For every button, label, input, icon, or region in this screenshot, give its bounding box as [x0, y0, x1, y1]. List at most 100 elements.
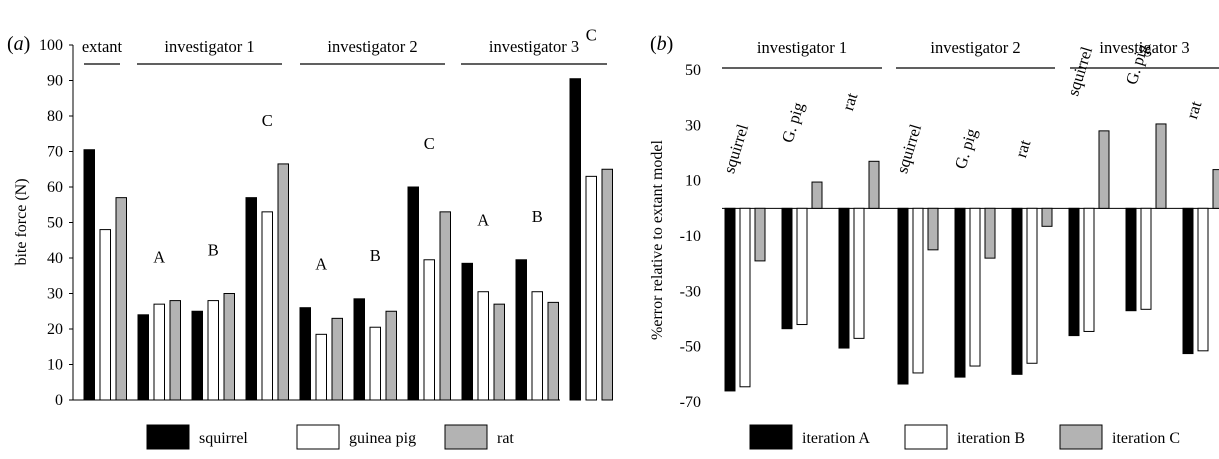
panel-b-bar-7-s3 [1098, 130, 1110, 209]
panel-a-bar-2-s3 [169, 300, 181, 401]
panel-a-bar-5-s2 [315, 333, 327, 401]
panel-a-bar-9-s2 [531, 291, 543, 401]
panel-a-cluster-label: A [315, 255, 327, 274]
panel-b-bar-9-s2 [1197, 207, 1209, 352]
panel-a-bar-7-s3 [439, 211, 451, 401]
panel-a-bar-10-s3 [601, 168, 613, 401]
panel-a-bar-6-s2 [369, 326, 381, 401]
panel-b-label: (b) [650, 33, 673, 55]
panel-b-bar-6-s3 [1041, 207, 1053, 227]
panel-a-legend-swatch-s3 [444, 424, 488, 450]
panel-a-y-tick-label: 30 [47, 286, 63, 303]
panel-a-bar-10-s2 [585, 175, 597, 401]
panel-b-bar-8-s2 [1140, 207, 1152, 310]
panel-a-bar-3-s2 [207, 300, 219, 401]
panel-a-legend-label: guinea pig [349, 430, 416, 447]
panel-a-y-tick-label: 100 [39, 37, 63, 54]
panel-a-group-label: investigator 1 [164, 37, 254, 56]
panel-b-legend-label: iteration B [957, 430, 1025, 447]
panel-a-y-tick-label: 80 [47, 108, 63, 125]
panel-a-bar-10-s1 [569, 78, 581, 401]
panel-a-y-tick-label: 70 [47, 144, 63, 161]
panel-a-group-label: investigator 3 [489, 37, 579, 56]
panel-b-group-label: investigator 1 [757, 38, 847, 57]
panel-a-bar-7-s2 [423, 259, 435, 401]
panel-b-bar-5-s1 [954, 207, 966, 378]
panel-b-cluster-label: G. pig [951, 126, 981, 171]
panel-b-bar-1-s2 [739, 207, 751, 388]
panel-b-bar-3-s1 [838, 207, 850, 349]
panel-a-cluster-label: B [370, 246, 381, 265]
panel-a-y-tick-label: 0 [55, 392, 63, 409]
panel-b-bar-4-s1 [897, 207, 909, 385]
panel-a-bar-4-s3 [277, 163, 289, 401]
panel-b-cluster-label: G. pig [778, 100, 808, 145]
panel-b-group-label: investigator 2 [930, 38, 1020, 57]
panel-a-legend-swatch-s1 [146, 424, 190, 450]
panel-b-bar-5-s3 [984, 207, 996, 259]
panel-b-bar-1-s3 [754, 207, 766, 262]
panel-a-label: (a) [7, 33, 30, 55]
panel-a-cluster-label: B [532, 207, 543, 226]
panel-a-bar-7-s1 [407, 186, 419, 401]
panel-a-bar-2-s2 [153, 303, 165, 401]
panel-b-bar-6-s1 [1011, 207, 1023, 375]
panel-b-y-axis-title: %error relative to extant model [649, 139, 666, 339]
panel-b-bar-2-s1 [781, 207, 793, 330]
panel-b-bar-7-s1 [1068, 207, 1080, 337]
panel-a-bar-9-s1 [515, 259, 527, 401]
panel-a-bar-9-s3 [547, 301, 559, 401]
panel-a-y-tick-label: 50 [47, 215, 63, 232]
panel-a-bar-4-s2 [261, 211, 273, 401]
panel-a-cluster-label: A [477, 210, 489, 229]
panel-b-y-tick-label: -30 [680, 283, 701, 300]
panel-b-bar-4-s2 [912, 207, 924, 374]
panel-a-legend-label: rat [497, 430, 514, 447]
panel-b-group-label: investigator 3 [1099, 38, 1189, 57]
panel-b-bar-4-s3 [927, 207, 939, 251]
panel-a-y-tick-label: 40 [47, 250, 63, 267]
panel-b-cluster-label: rat [838, 90, 861, 113]
panel-b-y-tick-label: -50 [680, 339, 701, 356]
panel-b-bar-9-s1 [1182, 207, 1194, 355]
panel-b-cluster-label: rat [1182, 98, 1205, 121]
panel-b-bar-2-s3 [811, 181, 823, 209]
panel-b-cluster-label: squirrel [719, 121, 752, 175]
panel-a-bar-6-s1 [353, 298, 365, 401]
panel-a-bar-6-s3 [385, 310, 397, 401]
panel-b-bar-8-s1 [1125, 207, 1137, 312]
panel-b-bar-1-s1 [724, 207, 736, 392]
panel-b-cluster-label: rat [1011, 137, 1034, 160]
panel-b-cluster-label: squirrel [892, 121, 925, 175]
panel-b-cluster-label: squirrel [1063, 44, 1096, 98]
panel-b-bar-7-s2 [1083, 207, 1095, 332]
panel-b-legend-swatch-s2 [904, 424, 948, 450]
panel-b-y-tick-label: -10 [680, 228, 701, 245]
panel-a-y-axis-title: bite force (N) [13, 178, 30, 265]
panel-b-bar-3-s2 [853, 207, 865, 339]
panel-b-bar-8-s3 [1155, 123, 1167, 209]
panel-a-y-tick-label: 60 [47, 179, 63, 196]
panel-a-bar-3-s1 [191, 310, 203, 401]
panel-a-bar-8-s1 [461, 262, 473, 401]
panel-b-bar-9-s3 [1212, 169, 1219, 209]
panel-b-bar-3-s3 [868, 160, 880, 209]
panel-a-bar-8-s3 [493, 303, 505, 401]
panel-a-bar-2-s1 [137, 314, 149, 401]
panel-a-y-tick-label: 10 [47, 357, 63, 374]
panel-a-bar-4-s1 [245, 197, 257, 401]
panel-b-legend-label: iteration A [802, 430, 870, 447]
panel-a-cluster-label: A [153, 248, 165, 267]
panel-b-legend-label: iteration C [1112, 430, 1180, 447]
panel-a-legend-label: squirrel [199, 430, 248, 447]
panel-a-legend-swatch-s2 [296, 424, 340, 450]
panel-b-legend-swatch-s1 [749, 424, 793, 450]
panel-b-bar-2-s2 [796, 207, 808, 326]
panel-a-cluster-label: C [262, 111, 273, 130]
panel-a-cluster-label: B [208, 241, 219, 260]
panel-b-y-tick-label: 10 [685, 173, 701, 190]
panel-b-y-tick-label: 30 [685, 117, 701, 134]
panel-a-bar-1-s1 [83, 149, 95, 401]
panel-a-group-label: extant [82, 37, 123, 56]
